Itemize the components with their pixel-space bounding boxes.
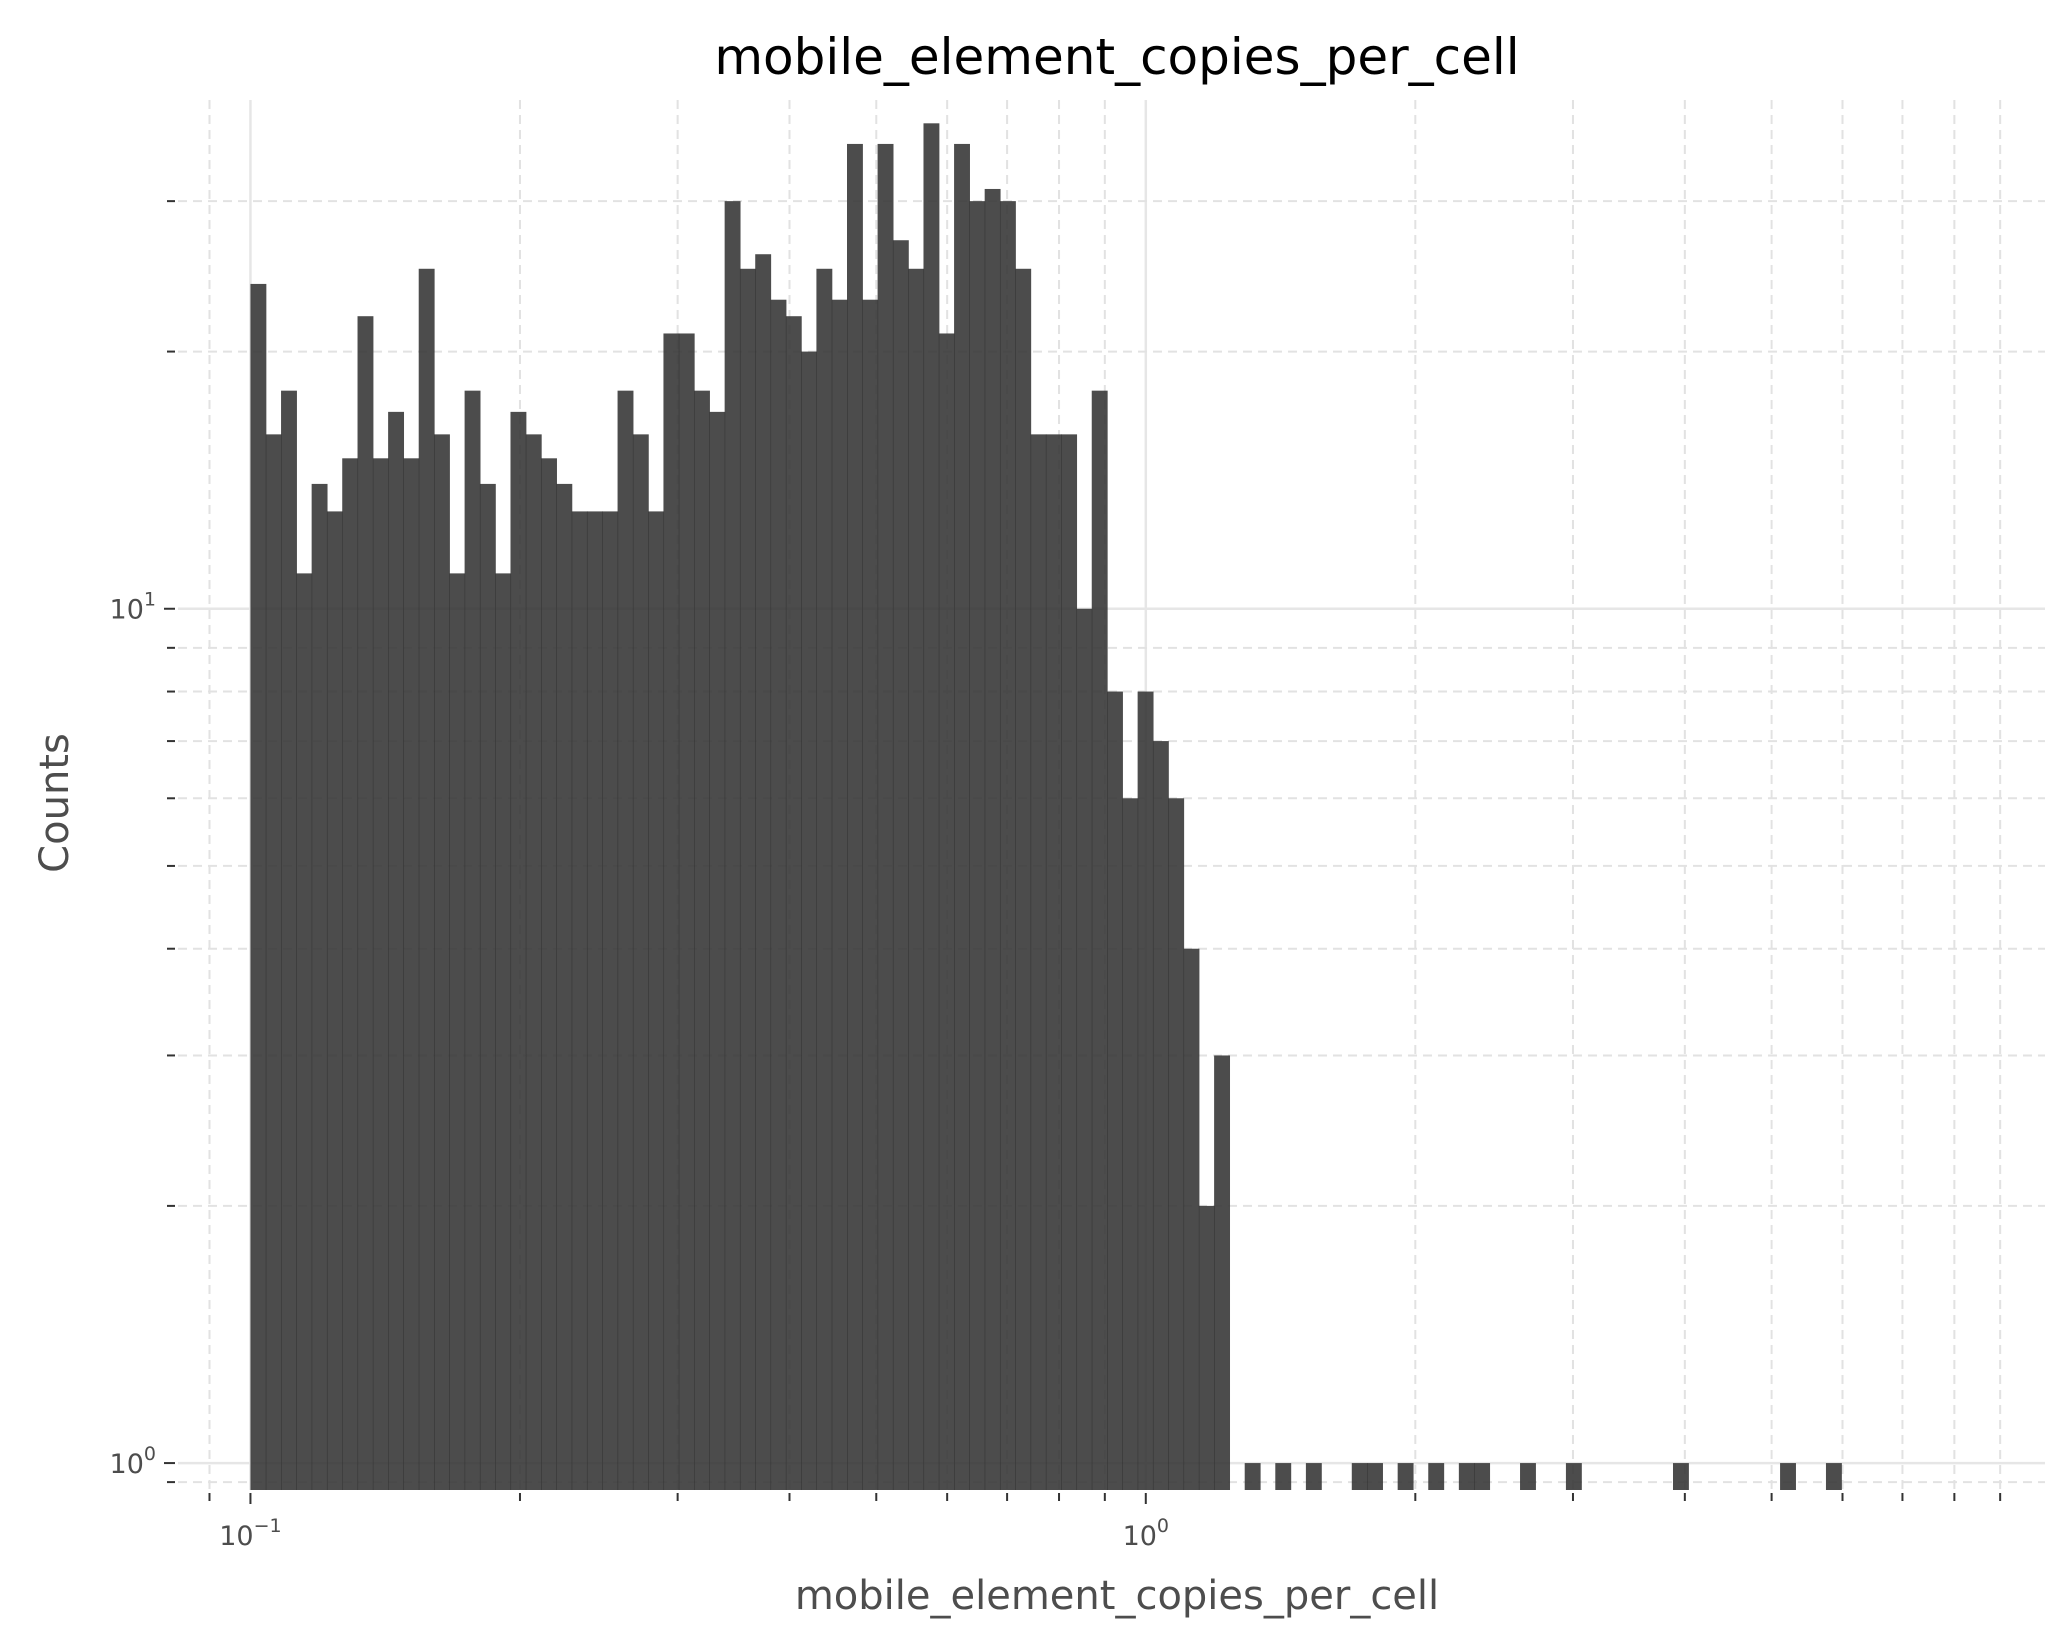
histogram-bar [984, 188, 1001, 1490]
histogram-bar [388, 411, 405, 1491]
histogram-bar [1305, 1463, 1322, 1490]
histogram-bar [969, 201, 986, 1490]
histogram-bar [357, 316, 374, 1491]
histogram-bar [434, 434, 450, 1491]
histogram-bar [418, 268, 435, 1490]
histogram-bar [908, 268, 925, 1490]
x-axis-label: mobile_element_copies_per_cell [795, 1573, 1439, 1619]
histogram-bar [1198, 1205, 1215, 1490]
histogram-bar [770, 299, 787, 1490]
histogram-bar [1168, 798, 1185, 1490]
histogram-bar [694, 390, 710, 1491]
histogram-bar [923, 123, 940, 1491]
histogram-bar [1780, 1463, 1796, 1490]
histogram-bar [1244, 1463, 1261, 1490]
histogram-bar [250, 283, 267, 1490]
histogram-bar [724, 201, 741, 1490]
histogram-bar [495, 573, 512, 1490]
x-tick-label: 100 [1123, 1515, 1169, 1552]
histogram-bar [1397, 1463, 1414, 1490]
histogram-bar [372, 458, 389, 1491]
histogram-bar [1825, 1463, 1842, 1490]
histogram-bar [709, 411, 726, 1491]
histogram-bar [1107, 691, 1123, 1490]
y-axis-label: Counts [32, 733, 78, 873]
histogram-bar [663, 333, 680, 1490]
histogram-bar [785, 316, 802, 1491]
histogram-bar [678, 333, 695, 1490]
histogram-bar [1474, 1463, 1491, 1490]
histogram-bar [571, 511, 588, 1490]
histogram-bar [525, 434, 542, 1491]
histogram-bar [862, 299, 879, 1490]
histogram-bars [250, 123, 1842, 1491]
histogram-bar [1015, 268, 1032, 1490]
histogram-bar [1183, 948, 1200, 1490]
histogram-bar [265, 434, 282, 1491]
histogram-bar [1061, 434, 1078, 1491]
histogram-bar [816, 268, 833, 1490]
histogram-bar [648, 511, 665, 1490]
histogram-bar [602, 511, 619, 1490]
histogram-bar [1428, 1463, 1445, 1490]
histogram-bar [1565, 1463, 1582, 1490]
histogram-bar [464, 390, 481, 1491]
histogram-bar [877, 143, 894, 1491]
histogram-bar [1045, 434, 1062, 1491]
axis-ticks: 10−1 100 100 101 [110, 200, 2002, 1552]
histogram-bar [296, 573, 313, 1490]
histogram-bar [617, 390, 634, 1491]
histogram-bar [281, 390, 297, 1491]
histogram-bar [831, 299, 848, 1490]
histogram-bar [1351, 1463, 1368, 1490]
histogram-bar [326, 511, 343, 1490]
histogram-bar [403, 458, 420, 1491]
histogram-bar [1076, 608, 1093, 1490]
histogram-bar [1520, 1463, 1536, 1490]
histogram-bar [755, 254, 772, 1490]
histogram-bar [586, 511, 603, 1490]
histogram-bar [342, 458, 359, 1491]
chart-title: mobile_element_copies_per_cell [714, 28, 1519, 86]
histogram-bar [739, 268, 756, 1490]
histogram-bar [311, 483, 328, 1490]
histogram-bar [1214, 1055, 1231, 1490]
histogram-bar [510, 411, 527, 1491]
histogram-bar [1091, 390, 1108, 1491]
histogram-bar [632, 434, 649, 1491]
histogram-bar [1122, 798, 1139, 1490]
histogram-bar [1152, 741, 1169, 1490]
histogram-bar [1030, 434, 1047, 1491]
histogram-bar [801, 351, 818, 1490]
histogram-bar [892, 240, 909, 1490]
histogram-bar [954, 143, 970, 1491]
x-tick-label: 10−1 [219, 1515, 281, 1552]
histogram-bar [556, 483, 573, 1490]
histogram-bar [449, 573, 466, 1490]
histogram-bar [541, 458, 557, 1491]
histogram-bar [938, 333, 955, 1490]
histogram-bar [999, 201, 1016, 1490]
histogram-bar [1275, 1463, 1292, 1490]
histogram-bar [1672, 1463, 1689, 1490]
histogram-bar [1137, 691, 1154, 1490]
histogram-bar [847, 143, 863, 1491]
histogram-bar [1367, 1463, 1383, 1490]
histogram-bar [1458, 1463, 1475, 1490]
y-tick-label: 100 [110, 1443, 156, 1480]
y-tick-label: 101 [110, 589, 156, 626]
histogram-bar [479, 483, 496, 1490]
